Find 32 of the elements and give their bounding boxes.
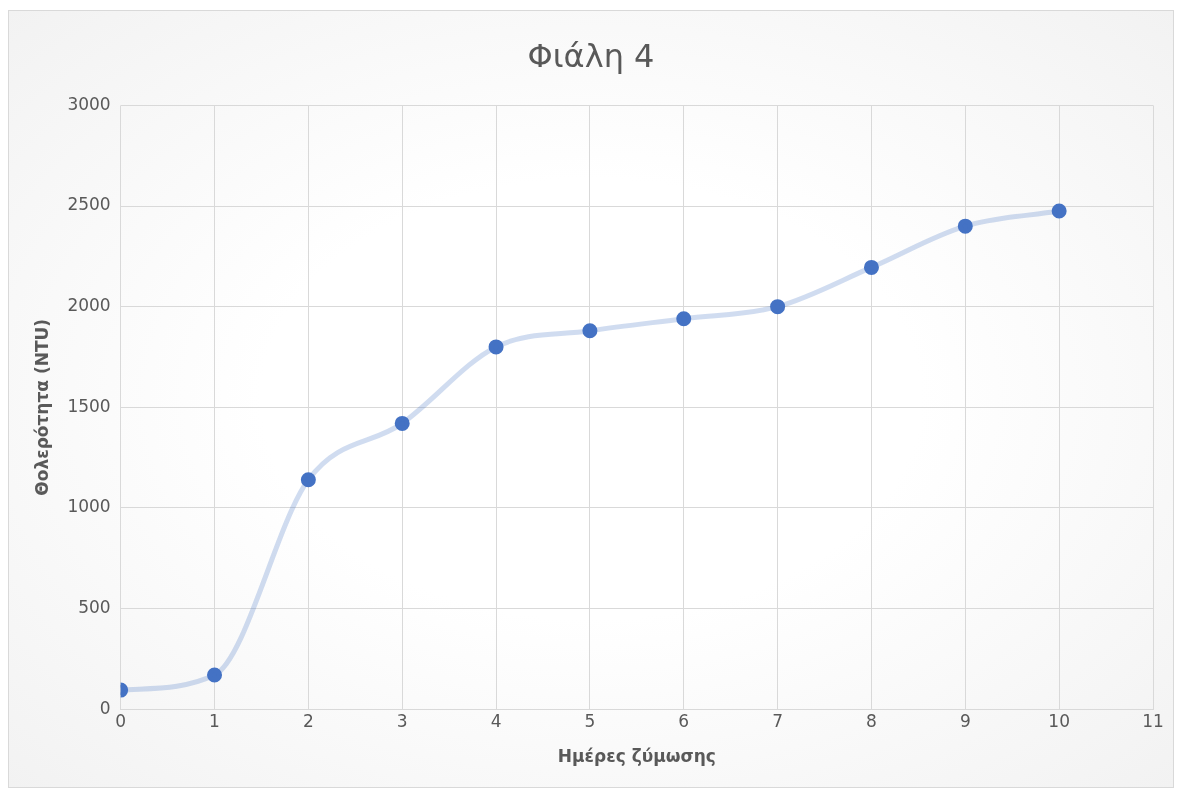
x-tick-label: 9	[959, 710, 971, 731]
point	[863, 259, 879, 275]
x-tick-label: 6	[678, 710, 690, 731]
x-tick-label: 10	[1048, 710, 1070, 731]
x-tick-label: 0	[115, 710, 127, 731]
y-tick-label: 3000	[67, 93, 111, 114]
x-tick-label: 8	[866, 710, 877, 731]
point	[488, 339, 504, 355]
y-axis-title: Θολερότητα (NTU)	[31, 318, 52, 496]
x-tick-label: 5	[584, 710, 596, 731]
point	[300, 472, 316, 488]
x-tick-label: 4	[490, 710, 502, 731]
point	[676, 311, 692, 327]
point	[1051, 203, 1067, 219]
point	[957, 218, 973, 234]
x-tick-label: 7	[772, 710, 784, 731]
x-tick-label: 3	[396, 710, 408, 731]
y-tick-label: 1500	[67, 395, 111, 416]
x-tick-label: 11	[1142, 710, 1164, 731]
chart-title: Φιάλη 4	[527, 36, 655, 75]
x-tick-label: 1	[209, 710, 220, 731]
x-tick-label: 2	[302, 710, 314, 731]
point	[207, 667, 223, 683]
y-tick-label: 0	[99, 697, 111, 718]
point	[582, 323, 598, 339]
y-tick-label: 500	[78, 596, 111, 617]
x-axis-title: Ημέρες ζύμωσης	[557, 746, 716, 767]
point	[770, 299, 786, 315]
y-tick-label: 2000	[67, 295, 111, 316]
point	[394, 415, 410, 431]
y-tick-label: 1000	[67, 496, 111, 517]
y-tick-label: 2500	[67, 194, 111, 215]
